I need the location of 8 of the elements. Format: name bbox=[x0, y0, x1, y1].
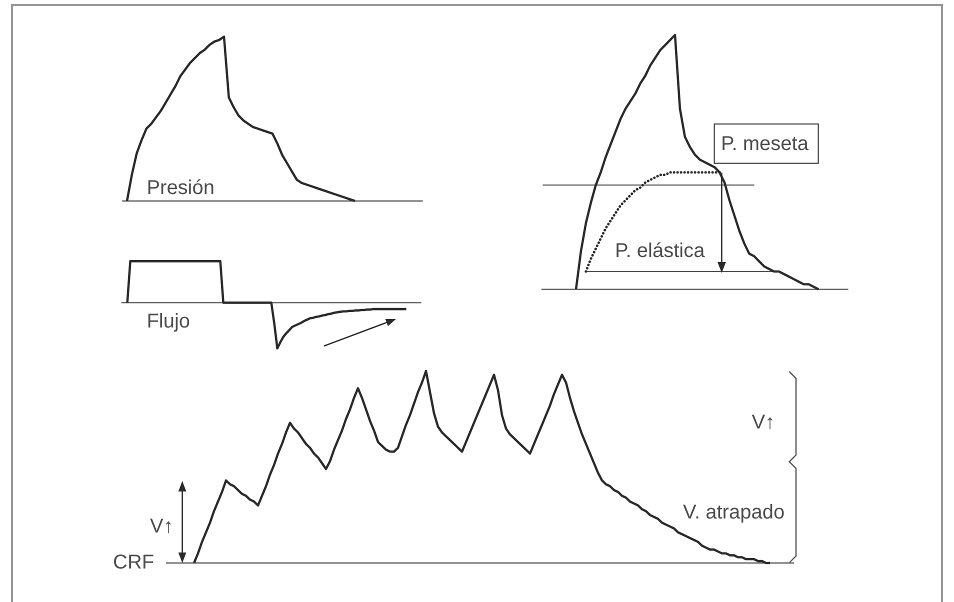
annotation: V. atrapado bbox=[683, 502, 785, 524]
text: CRF bbox=[113, 552, 154, 574]
text: Presión bbox=[146, 177, 215, 199]
annotation: V↑ bbox=[752, 412, 776, 434]
annotation: V↑ bbox=[150, 516, 174, 538]
text: Flujo bbox=[146, 310, 190, 332]
annotation: P. meseta bbox=[721, 133, 810, 155]
annotation: P. elástica bbox=[615, 240, 706, 262]
